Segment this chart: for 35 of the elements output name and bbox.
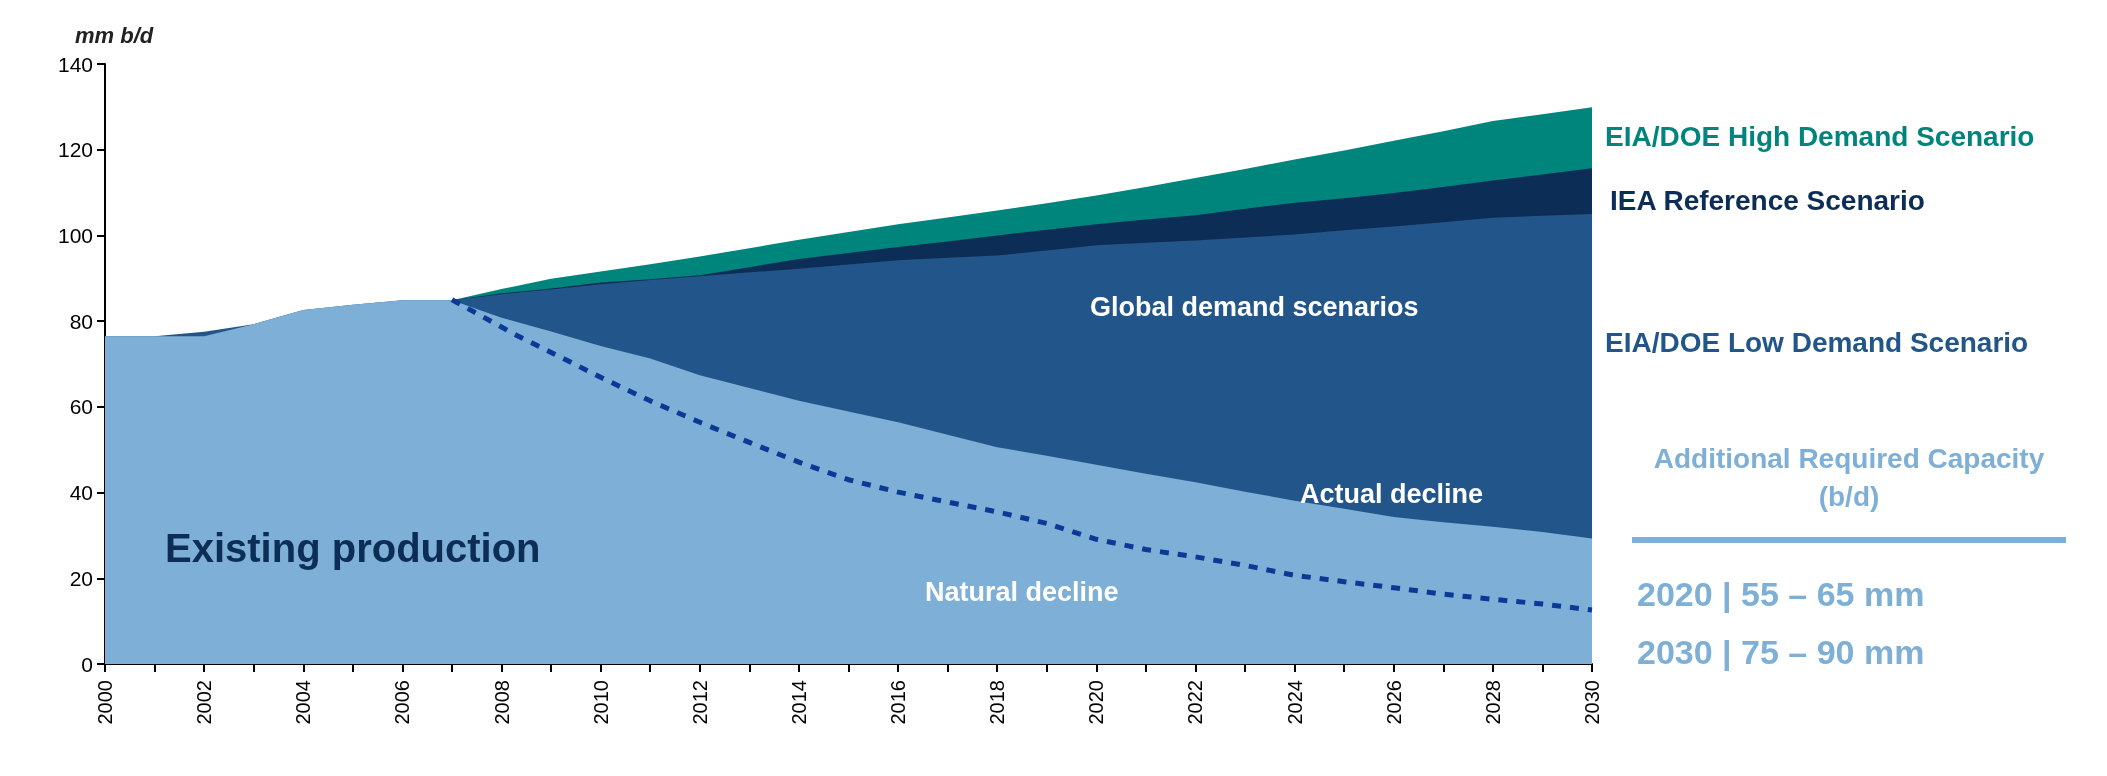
y-tick-label: 120 [57,138,93,162]
text: 2020 | 55 – 65 mm [1637,575,1925,614]
x-tick-label: 2026 [1382,680,1405,725]
x-tick-label: 2020 [1085,680,1108,725]
x-tick-label: 2000 [94,680,116,725]
x-tick-label: 2024 [1283,680,1306,725]
series-label: Natural decline [925,576,1119,607]
x-tick-label: 2016 [887,680,910,725]
series-label: IEA Reference Scenario [1610,184,1925,216]
y-axis-title: mm b/d [75,22,154,48]
x-tick-label: 2028 [1481,680,1504,725]
y-tick-label: 140 [57,52,93,76]
y-tick-label: 0 [81,652,93,676]
annotation: Actual decline [1300,478,1484,509]
annotation: Global demand scenarios [1090,291,1419,322]
x-tick-label: 2008 [490,680,513,725]
x-tick-label: 2012 [688,680,711,725]
x-tick-label: 2002 [193,680,216,725]
y-tick-label: 60 [69,395,93,419]
series-label: EIA/DOE High Demand Scenario [1605,120,2035,152]
text: 2030 | 75 – 90 mm [1637,633,1925,672]
x-tick-label: 2022 [1184,680,1207,725]
x-tick-label: 2030 [1581,680,1603,725]
x-tick-label: 2014 [787,680,810,725]
x-tick-label: 2006 [391,680,414,725]
series-label: Existing production [165,526,541,570]
y-tick-label: 40 [69,481,93,505]
y-tick-label: 100 [57,223,93,247]
y-tick-label: 20 [69,566,93,590]
y-tick-label: 80 [69,309,93,333]
x-tick-label: 2004 [292,680,315,725]
x-tick-label: 2010 [589,680,612,725]
x-tick-label: 2018 [986,680,1009,725]
series-label: EIA/DOE Low Demand Scenario [1605,326,2029,358]
text: Additional Required Capacity (b/d) [1652,442,2046,514]
